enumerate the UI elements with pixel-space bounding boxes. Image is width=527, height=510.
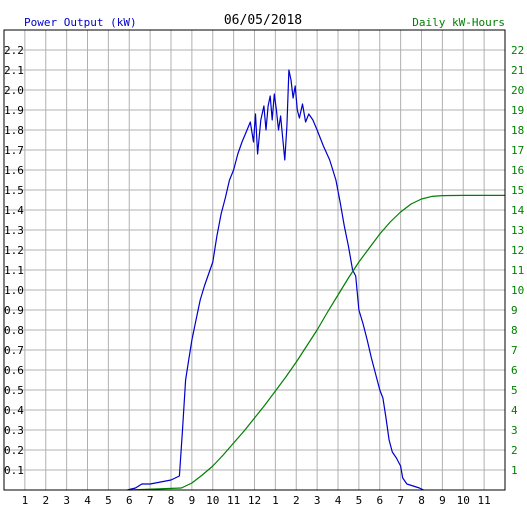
right-tick-label: 5 [511,384,518,397]
left-tick-label: 1.4 [4,204,24,217]
left-tick-label: 1.9 [4,104,24,117]
left-tick-label: 0.9 [4,304,24,317]
right-tick-label: 12 [511,244,524,257]
x-tick-label: 1 [272,494,279,507]
right-tick-label: 11 [511,264,524,277]
left-tick-label: 1.6 [4,164,24,177]
x-tick-label: 7 [147,494,154,507]
right-tick-label: 16 [511,164,524,177]
x-tick-label: 4 [335,494,342,507]
right-tick-label: 7 [511,344,518,357]
left-tick-label: 0.6 [4,364,24,377]
x-tick-label: 1 [22,494,29,507]
x-tick-label: 9 [439,494,446,507]
left-tick-label: 1.3 [4,224,24,237]
left-tick-label: 0.2 [4,444,24,457]
x-tick-label: 11 [227,494,240,507]
left-tick-label: 0.5 [4,384,24,397]
right-tick-label: 4 [511,404,518,417]
right-tick-label: 17 [511,144,524,157]
right-tick-label: 9 [511,304,518,317]
x-tick-label: 8 [168,494,175,507]
left-axis-ticks: 0.1 0.2 0.3 0.4 0.5 0.6 0.7 0.8 0.9 1.0 1.1 1.2 1.3 1… [4,44,24,477]
chart-title: 06/05/2018 [224,13,302,28]
left-tick-label: 0.3 [4,424,24,437]
plot-frame [3,29,506,491]
right-tick-label: 20 [511,84,524,97]
left-tick-label: 1.7 [4,144,24,157]
left-tick-label: 1.2 [4,244,24,257]
right-tick-label: 3 [511,424,518,437]
grid-lines [4,30,505,490]
right-tick-label: 14 [511,204,525,217]
right-tick-label: 2 [511,444,518,457]
left-tick-label: 0.4 [4,404,24,417]
x-tick-label: 2 [42,494,49,507]
right-tick-label: 21 [511,64,524,77]
daily-kwh-line [129,194,505,491]
right-tick-label: 8 [511,324,518,337]
left-tick-label: 2.0 [4,84,24,97]
x-tick-label: 3 [314,494,321,507]
left-tick-label: 1.0 [4,284,24,297]
left-tick-label: 0.7 [4,344,24,357]
right-tick-label: 6 [511,364,518,377]
right-tick-label: 1 [511,464,518,477]
right-tick-label: 19 [511,104,524,117]
left-tick-label: 0.1 [4,464,24,477]
x-tick-label: 9 [189,494,196,507]
left-tick-label: 2.1 [4,64,24,77]
power-output-line [127,69,424,491]
right-tick-label: 13 [511,224,524,237]
x-tick-label: 2 [293,494,300,507]
x-tick-label: 7 [397,494,404,507]
left-tick-label: 1.5 [4,184,24,197]
x-tick-label: 11 [478,494,491,507]
left-tick-label: 0.8 [4,324,24,337]
x-tick-label: 4 [84,494,91,507]
left-axis-title: Power Output (kW) [24,16,137,29]
x-tick-label: 8 [418,494,425,507]
x-tick-label: 6 [376,494,383,507]
x-tick-label: 5 [105,494,112,507]
series-lines [127,69,505,491]
x-tick-label: 5 [356,494,363,507]
right-tick-label: 10 [511,284,524,297]
right-tick-label: 22 [511,44,524,57]
right-axis-title: Daily kW-Hours [412,16,505,29]
x-axis-ticks: 1 2 3 4 5 6 7 8 9 10 11 12 1 2 3 4 5 6 7 8 9 10 11 [22,494,491,507]
left-tick-label: 1.8 [4,124,24,137]
right-tick-label: 15 [511,184,524,197]
x-tick-label: 3 [63,494,70,507]
x-tick-label: 10 [206,494,219,507]
right-tick-label: 18 [511,124,524,137]
x-tick-label: 6 [126,494,133,507]
left-tick-label: 1.1 [4,264,24,277]
left-tick-label: 2.2 [4,44,24,57]
x-tick-label: 10 [457,494,470,507]
x-tick-label: 12 [248,494,261,507]
